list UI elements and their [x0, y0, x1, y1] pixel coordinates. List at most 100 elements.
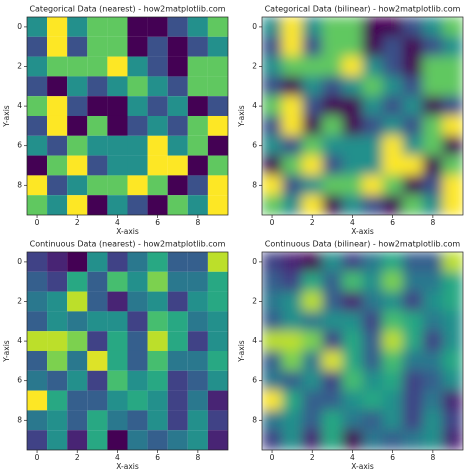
cell — [301, 390, 323, 411]
x-tick-label: 0 — [35, 218, 40, 227]
cell — [301, 370, 323, 391]
x-tick-label: 2 — [310, 453, 315, 462]
cell — [342, 17, 363, 38]
cell — [147, 430, 168, 450]
x-tick-label: 4 — [115, 218, 120, 227]
cell — [322, 76, 343, 97]
cell — [207, 291, 228, 312]
cell — [87, 291, 108, 312]
cell — [127, 252, 148, 272]
cell — [67, 76, 88, 97]
y-tick-label: 4 — [17, 101, 22, 110]
cell — [47, 17, 68, 37]
y-tick-label: 0 — [17, 22, 22, 31]
cell — [187, 430, 208, 450]
cell — [87, 155, 108, 176]
cell — [107, 430, 128, 450]
cell — [402, 76, 424, 97]
cell — [167, 155, 188, 176]
cell — [187, 36, 208, 57]
cell — [67, 430, 88, 450]
cell — [127, 76, 148, 97]
cell — [27, 370, 48, 391]
cell — [322, 175, 343, 196]
cell — [167, 390, 188, 411]
cell — [87, 36, 108, 57]
cell — [107, 370, 128, 391]
cell — [402, 291, 424, 312]
x-axis-label: X-axis — [116, 462, 139, 471]
cell — [382, 390, 403, 411]
cell — [147, 135, 168, 156]
cell — [362, 370, 383, 391]
cell — [382, 36, 403, 57]
cell — [107, 331, 128, 352]
axes-frame — [261, 251, 464, 451]
cell — [362, 115, 383, 137]
cell — [281, 410, 303, 431]
cell — [167, 175, 188, 196]
cell — [301, 56, 323, 77]
cell — [442, 76, 463, 97]
cell — [262, 330, 283, 352]
cell — [402, 330, 424, 352]
x-tick-label: 2 — [310, 218, 315, 227]
cell — [362, 175, 383, 196]
cell — [342, 350, 363, 372]
cell — [107, 115, 128, 136]
cell — [207, 135, 228, 156]
cell — [442, 291, 463, 312]
x-tick-label: 6 — [390, 218, 395, 227]
cell — [281, 390, 303, 411]
cell — [27, 115, 48, 136]
cell — [127, 96, 148, 117]
image — [27, 252, 228, 450]
y-tick-label: 2 — [252, 62, 257, 71]
cell — [402, 95, 424, 117]
cell — [127, 370, 148, 391]
cell — [281, 311, 303, 332]
cell — [127, 430, 148, 450]
cell — [342, 115, 363, 137]
x-axis-label: X-axis — [351, 462, 374, 471]
cell — [442, 56, 463, 77]
cell — [187, 331, 208, 352]
cell — [262, 135, 283, 156]
cell — [322, 291, 343, 312]
cell — [47, 430, 68, 450]
cell — [27, 311, 48, 332]
cell — [322, 390, 343, 411]
cell — [422, 76, 444, 97]
plot-area — [262, 252, 463, 450]
cell — [127, 17, 148, 37]
cell — [402, 155, 424, 176]
cell — [322, 155, 343, 176]
cell — [107, 410, 128, 431]
y-tick-label: 4 — [252, 101, 257, 110]
cell — [262, 311, 283, 332]
cell — [422, 291, 444, 312]
cell — [47, 195, 68, 215]
cell — [87, 252, 108, 272]
cell — [382, 311, 403, 332]
cell — [67, 135, 88, 156]
cell — [382, 271, 403, 292]
cell — [127, 135, 148, 156]
cell — [382, 370, 403, 391]
cell — [262, 350, 283, 372]
cell — [262, 271, 283, 292]
cell — [207, 115, 228, 136]
cell — [27, 175, 48, 196]
cell — [167, 17, 188, 37]
x-tick-label: 8 — [195, 218, 200, 227]
cell — [147, 195, 168, 215]
cell — [262, 17, 283, 38]
cell — [87, 56, 108, 77]
cell — [67, 410, 88, 431]
cell — [301, 135, 323, 156]
cell — [402, 271, 424, 292]
cell — [47, 135, 68, 156]
cell — [281, 291, 303, 312]
cell — [167, 195, 188, 215]
cell — [402, 350, 424, 372]
